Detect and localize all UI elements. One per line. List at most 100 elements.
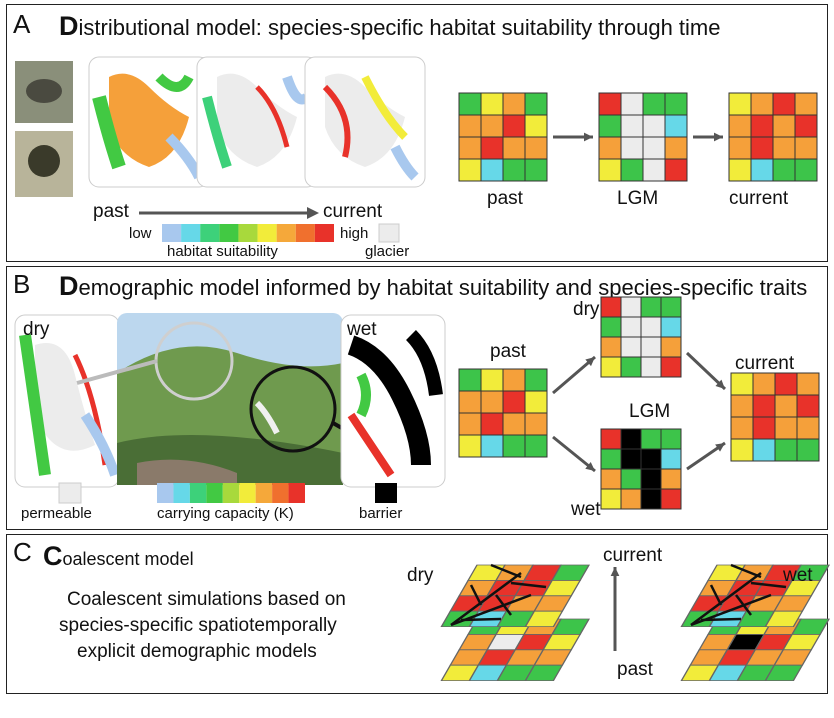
landscape-photo bbox=[76, 313, 362, 485]
suitability-swatch-4 bbox=[238, 224, 258, 242]
b-past-cell bbox=[502, 368, 526, 392]
c-dry-tree-branch bbox=[510, 581, 547, 589]
a-past-cell bbox=[458, 158, 482, 182]
c-wet-label: wet bbox=[783, 565, 813, 586]
a-past-cell bbox=[458, 92, 482, 116]
a-past-cell bbox=[502, 114, 526, 138]
a-past-cell bbox=[480, 114, 504, 138]
b-dry-cell bbox=[600, 316, 622, 338]
b-current-cell bbox=[796, 438, 820, 462]
suitability-swatch-2 bbox=[200, 224, 220, 242]
a-lgm-cell bbox=[642, 136, 666, 160]
suitability-swatch-7 bbox=[295, 224, 315, 242]
b-past-cell bbox=[524, 434, 548, 458]
carrying-swatch-8 bbox=[288, 483, 305, 503]
b-dry-label: dry bbox=[573, 299, 600, 320]
panel-b-letter: B bbox=[13, 269, 31, 299]
a-lgm-cell bbox=[620, 92, 644, 116]
permeable-label: permeable bbox=[21, 505, 92, 522]
b-wet-cell bbox=[620, 488, 642, 510]
b-wet-cell bbox=[660, 428, 682, 450]
b-dry-cell bbox=[620, 336, 642, 358]
b-past-cell bbox=[480, 368, 504, 392]
habitat-map-past bbox=[88, 56, 210, 188]
b-current-cell bbox=[752, 416, 776, 440]
suitability-swatch-0 bbox=[162, 224, 182, 242]
a-lgm-cell bbox=[620, 114, 644, 138]
arrow-past-dry-head bbox=[585, 357, 595, 367]
c-wet-tree-branch bbox=[690, 571, 762, 627]
habitat-map-current bbox=[304, 56, 426, 188]
panel-b-title-initial: D bbox=[59, 271, 79, 301]
b-wet-cell bbox=[640, 448, 662, 470]
c-dry-label: dry bbox=[407, 565, 434, 586]
c-dry-tree-branch bbox=[495, 594, 512, 616]
coalescent-stacks bbox=[440, 563, 830, 682]
b-wet-cell bbox=[660, 468, 682, 490]
c-dry-lower-layer bbox=[440, 618, 590, 682]
a-past-cell bbox=[524, 136, 548, 160]
a-current-cell bbox=[728, 158, 752, 182]
c-dry-tree-branch bbox=[469, 584, 483, 606]
b-wet-cell bbox=[620, 468, 642, 490]
b-dry-cell bbox=[620, 316, 642, 338]
b-current-cell bbox=[730, 438, 754, 462]
c-dry-lower-layer-cell bbox=[524, 664, 564, 682]
grid-label-current: current bbox=[729, 188, 789, 209]
a-past-cell bbox=[524, 158, 548, 182]
permeable-swatch bbox=[58, 482, 82, 504]
b-wet-cell bbox=[600, 448, 622, 470]
b-dry-cell bbox=[620, 296, 642, 318]
a-current-cell bbox=[772, 92, 796, 116]
b-wet-cell bbox=[600, 488, 622, 510]
c-current-label: current bbox=[603, 545, 663, 566]
c-wet-tree-branch bbox=[700, 617, 742, 622]
species-photos bbox=[15, 61, 73, 197]
b-dry-cell bbox=[660, 336, 682, 358]
b-past-label: past bbox=[490, 341, 526, 362]
a-lgm-cell bbox=[642, 92, 666, 116]
carrying-swatch-1 bbox=[173, 483, 190, 503]
a-past-cell bbox=[524, 114, 548, 138]
arrow-label-current: current bbox=[323, 201, 383, 222]
grid-sequence-a bbox=[458, 92, 818, 182]
c-description-line-2: species-specific spatiotemporally bbox=[59, 615, 337, 636]
b-wet-cell bbox=[640, 428, 662, 450]
c-wet-lower-layer-cell bbox=[764, 664, 804, 682]
suitability-swatch-8 bbox=[314, 224, 334, 242]
glacier-swatch bbox=[378, 223, 400, 243]
c-wet-lower-layer bbox=[680, 618, 830, 682]
panel-c: C Coalescent model Coalescent simulation… bbox=[6, 534, 830, 694]
c-dry-tree bbox=[450, 563, 547, 627]
b-dry-cell bbox=[660, 316, 682, 338]
carrying-swatch-5 bbox=[239, 483, 256, 503]
c-dry-tree-branch bbox=[490, 563, 522, 579]
a-current-cell bbox=[750, 136, 774, 160]
habitat-map-lgm bbox=[196, 56, 318, 188]
b-current-cell bbox=[796, 416, 820, 440]
grid-label-lgm: LGM bbox=[617, 188, 659, 209]
a-current-cell bbox=[794, 136, 818, 160]
a-current-cell bbox=[772, 114, 796, 138]
arrow-past-lgm-head bbox=[583, 132, 593, 142]
a-current-cell bbox=[750, 158, 774, 182]
c-dry-upper-layer-cell bbox=[524, 610, 564, 628]
barrier-swatch bbox=[375, 483, 397, 503]
b-wet-cell bbox=[640, 468, 662, 490]
a-lgm-cell bbox=[620, 136, 644, 160]
b-past-cell bbox=[458, 434, 482, 458]
b-past-cell bbox=[524, 390, 548, 414]
a-past-cell bbox=[480, 92, 504, 116]
b-dry-cell bbox=[640, 336, 662, 358]
b-past-cell bbox=[524, 412, 548, 436]
dry-map-label: dry bbox=[23, 319, 50, 340]
panel-c-letter: C bbox=[13, 537, 32, 567]
carrying-scale bbox=[157, 483, 305, 503]
a-current-cell bbox=[750, 114, 774, 138]
b-wet-cell bbox=[660, 448, 682, 470]
panel-c-title: Coalescent model bbox=[43, 541, 194, 572]
panel-b-title-rest: emographic model informed by habitat sui… bbox=[78, 275, 808, 300]
b-current-cell bbox=[774, 438, 798, 462]
b-past-cell bbox=[502, 412, 526, 436]
a-lgm-cell bbox=[598, 158, 622, 182]
